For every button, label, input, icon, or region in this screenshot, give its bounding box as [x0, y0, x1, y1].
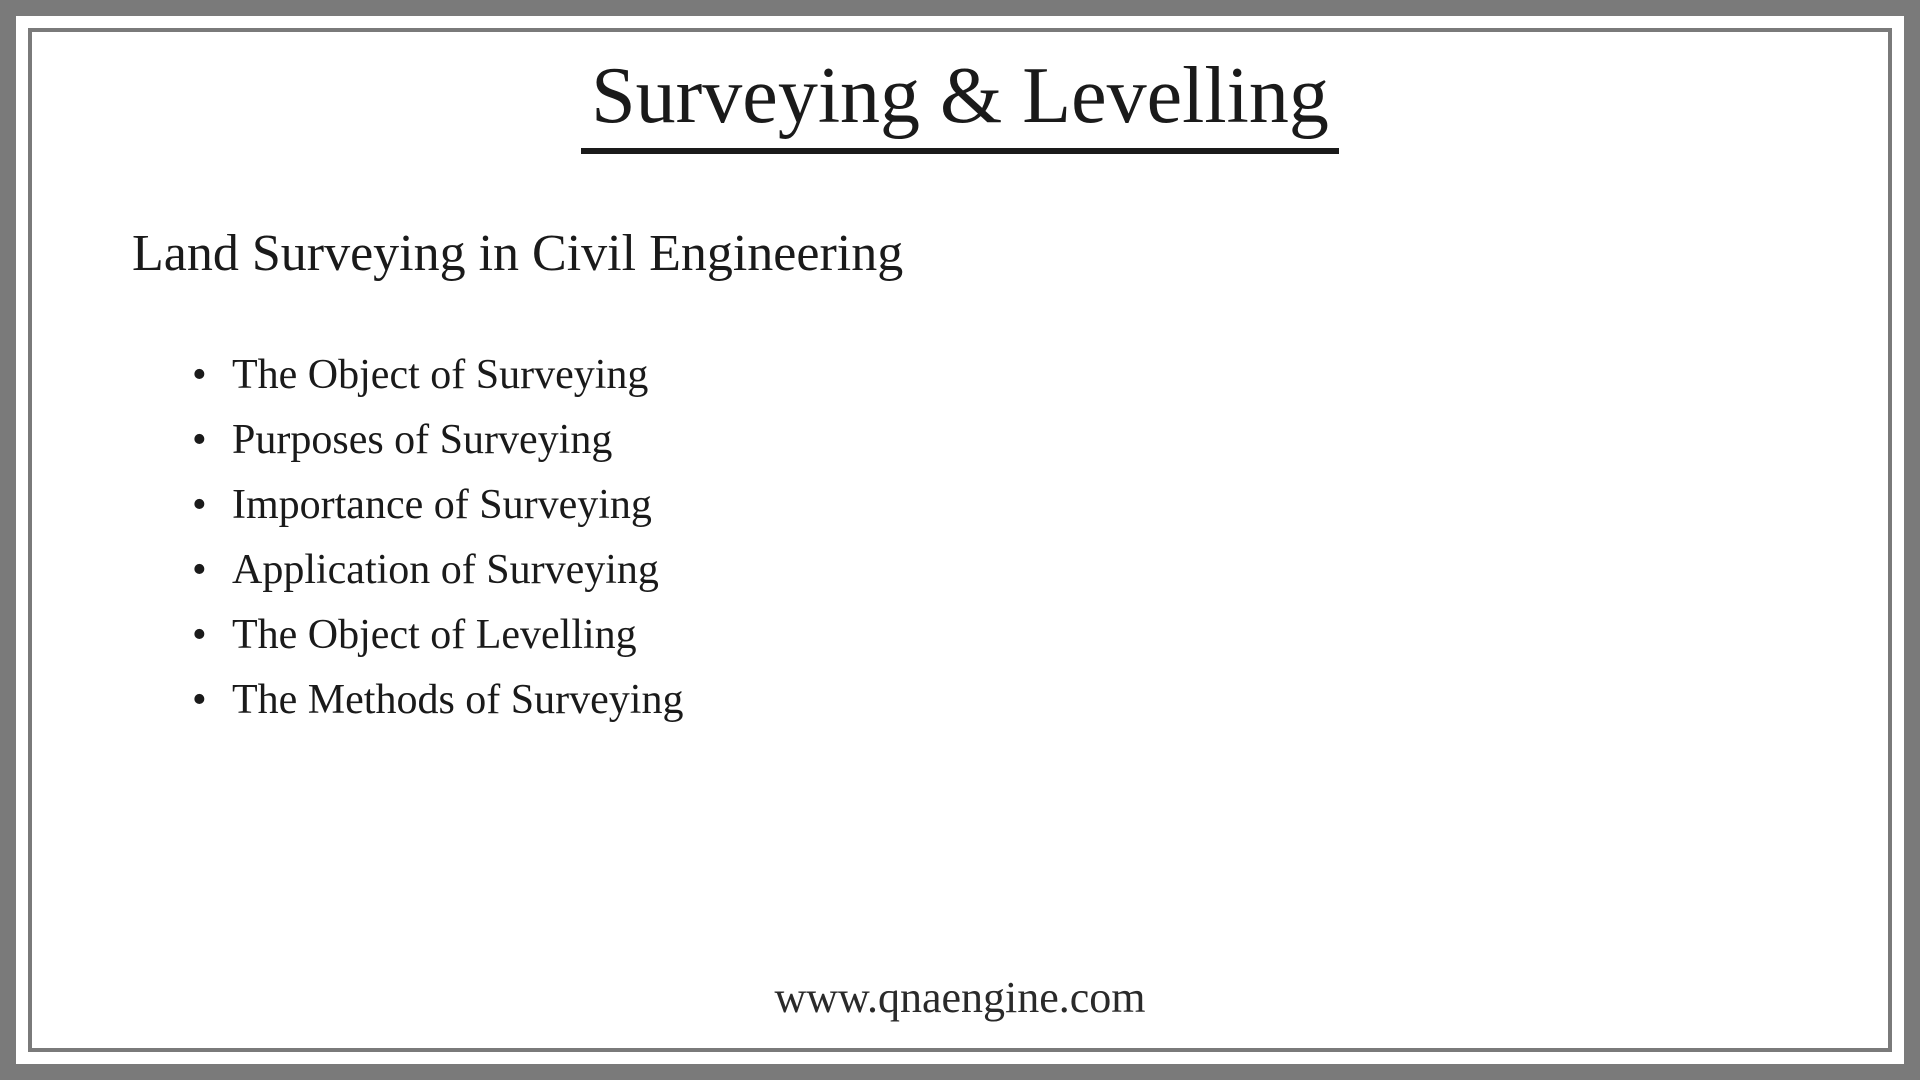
list-item: Importance of Surveying — [192, 473, 1788, 538]
outer-frame: Surveying & Levelling Land Surveying in … — [0, 0, 1920, 1080]
inner-frame: Surveying & Levelling Land Surveying in … — [28, 28, 1892, 1052]
list-item: The Object of Surveying — [192, 343, 1788, 408]
list-item: The Methods of Surveying — [192, 668, 1788, 733]
main-title: Surveying & Levelling — [581, 52, 1339, 154]
subtitle: Land Surveying in Civil Engineering — [132, 224, 1788, 283]
bullet-list: The Object of Surveying Purposes of Surv… — [132, 343, 1788, 734]
list-item: Application of Surveying — [192, 538, 1788, 603]
footer-url: www.qnaengine.com — [32, 972, 1888, 1023]
list-item: Purposes of Surveying — [192, 408, 1788, 473]
list-item: The Object of Levelling — [192, 603, 1788, 668]
